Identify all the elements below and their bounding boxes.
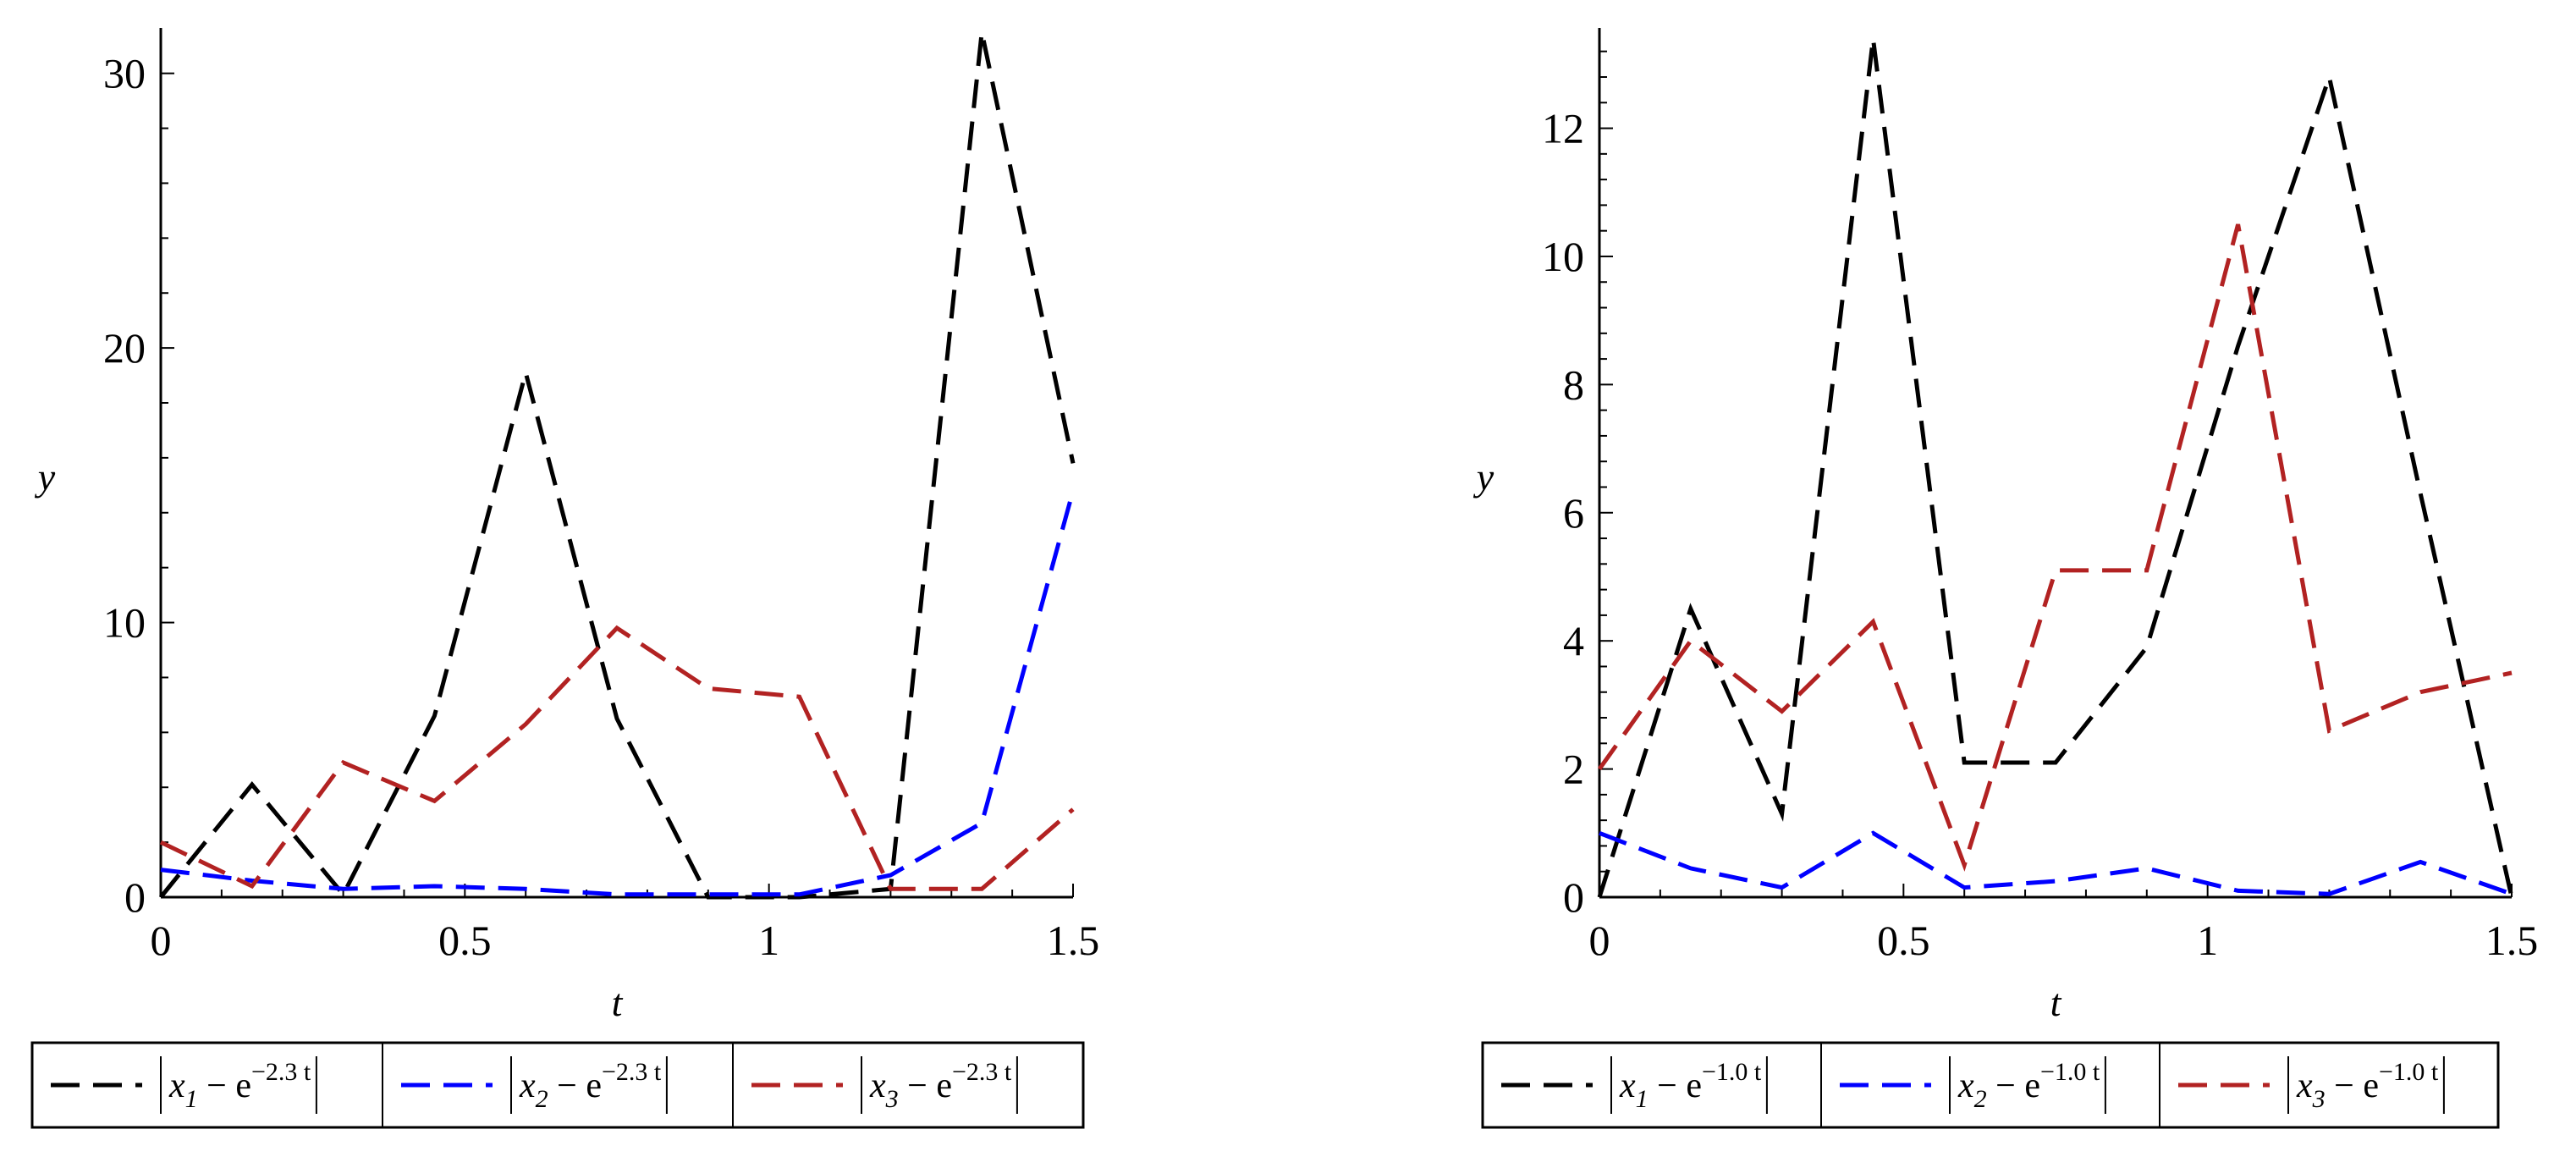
series-line-3 — [1597, 223, 2513, 872]
y-tick-label: 30 — [103, 50, 146, 97]
legend-box — [30, 1041, 1085, 1129]
x-tick-label: 1 — [2197, 917, 2218, 964]
y-tick-label: 4 — [1563, 617, 1584, 664]
y-tick-label: 10 — [1542, 233, 1584, 280]
y-tick-label: 12 — [1542, 105, 1584, 152]
x-tick-label: 1.5 — [1047, 917, 1100, 964]
legend-label: x1 − e−1.0 t — [1619, 1058, 1762, 1113]
y-tick-label: 10 — [103, 599, 146, 647]
series-line-1 — [159, 31, 1076, 900]
legend: x1 − e−2.3 t x2 − e−2.3 t x3 − e−2.3 t — [30, 1041, 1085, 1129]
legend-label: x1 − e−2.3 t — [168, 1058, 311, 1113]
legend-box — [1481, 1041, 2500, 1129]
legend-label: x3 − e−1.0 t — [2296, 1058, 2439, 1113]
y-tick-label: 0 — [124, 873, 146, 921]
x-axis-label: t — [2050, 981, 2062, 1024]
x-tick-label: 1.5 — [2485, 917, 2539, 964]
x-tick-label: 1 — [758, 917, 779, 964]
legend-label: x3 − e−2.3 t — [869, 1058, 1012, 1113]
legend-item-2: x2 − e−2.3 t — [401, 1043, 734, 1127]
chart-panel-2: 0 2 4 6 8 10 12 0 0.5 1 1.5 t y x1 − e−1.0 t x2 − e−1.… — [1473, 28, 2539, 1129]
y-tick-label: 6 — [1563, 489, 1584, 537]
y-tick-label: 20 — [103, 324, 146, 372]
legend-item-1: x1 − e−1.0 t — [1501, 1043, 1822, 1127]
legend: x1 − e−1.0 t x2 − e−1.0 t x3 − e−1.0 t — [1481, 1041, 2500, 1129]
x-tick-label: 0 — [151, 917, 172, 964]
legend-label: x2 − e−1.0 t — [1957, 1058, 2100, 1113]
legend-item-3: x3 − e−1.0 t — [2178, 1056, 2445, 1114]
series-line-3 — [159, 625, 1075, 891]
series-line-1 — [1597, 38, 2514, 898]
series-line-2 — [160, 490, 1076, 897]
legend-item-2: x2 − e−1.0 t — [1840, 1043, 2160, 1127]
y-tick-label: 2 — [1563, 746, 1584, 793]
x-axis-label: t — [612, 981, 624, 1024]
legend-item-1: x1 − e−2.3 t — [51, 1043, 383, 1127]
chart-panel-1: 0 10 20 30 0 0.5 1 1.5 t y x1 − e−2.3 t x2 − e−2.3 … — [30, 28, 1100, 1129]
series-line-2 — [1599, 830, 2513, 896]
x-tick-label: 0 — [1589, 917, 1610, 964]
y-axis-label: y — [35, 455, 56, 499]
legend-item-3: x3 − e−2.3 t — [751, 1056, 1018, 1114]
legend-label: x2 − e−2.3 t — [519, 1058, 662, 1113]
x-tick-label: 0.5 — [438, 917, 492, 964]
y-tick-label: 8 — [1563, 361, 1584, 408]
y-axis-label: y — [1473, 455, 1494, 499]
x-tick-label: 0.5 — [1877, 917, 1930, 964]
y-tick-label: 0 — [1563, 873, 1584, 921]
